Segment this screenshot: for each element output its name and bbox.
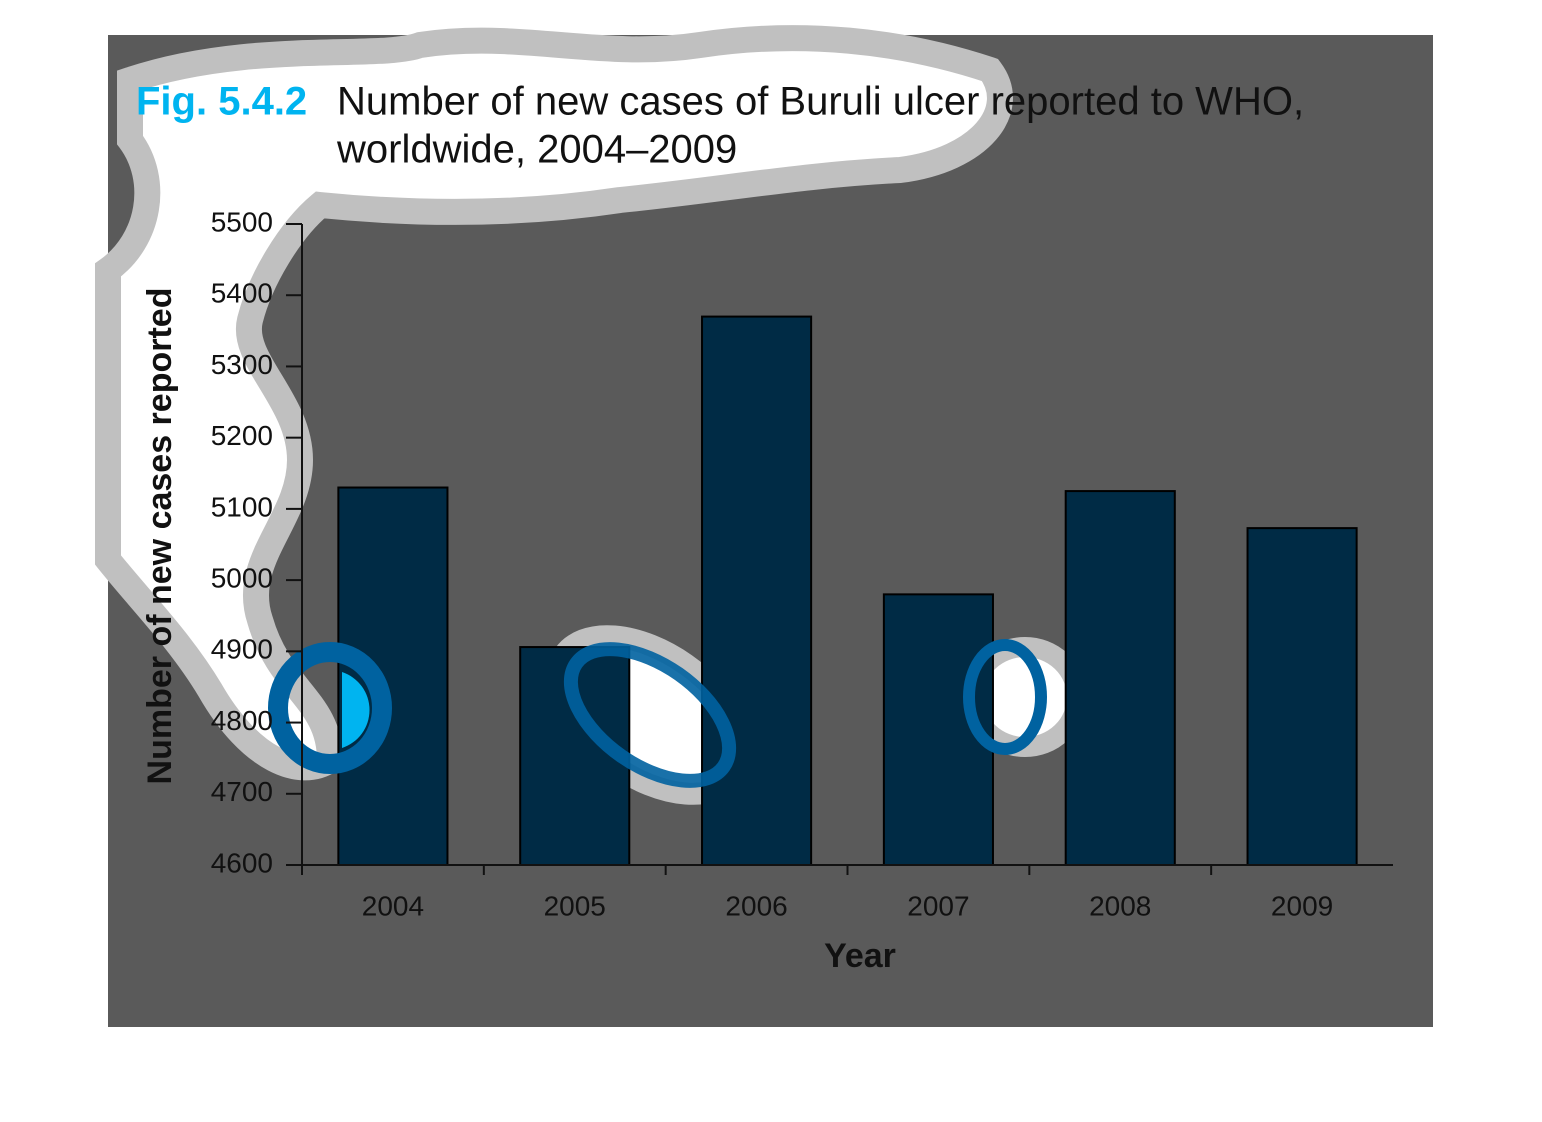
y-axis-label: Number of new cases reported — [141, 288, 179, 785]
y-tick-label: 5500 — [211, 206, 273, 237]
decor-ring — [963, 639, 1047, 755]
chart-title: Number of new cases of Buruli ulcer repo… — [337, 80, 1304, 124]
bars — [337, 315, 1358, 867]
chart-title: worldwide, 2004–2009 — [336, 128, 737, 172]
bar — [1246, 527, 1358, 866]
x-tick-label: 2005 — [544, 890, 606, 921]
x-tick-label: 2007 — [907, 890, 969, 921]
bar — [337, 486, 449, 866]
figure-label: Fig. 5.4.2 — [136, 80, 307, 124]
x-axis-label: Year — [824, 937, 896, 975]
y-tick-label: 5100 — [211, 491, 273, 522]
x-tick-label: 2004 — [362, 890, 424, 921]
decor-ring — [563, 642, 737, 788]
decor-ring — [268, 642, 392, 774]
y-tick-label: 4600 — [211, 847, 273, 878]
y-tick-label: 5000 — [211, 563, 273, 594]
y-tick-label: 5300 — [211, 349, 273, 380]
y-tick-label: 5200 — [211, 420, 273, 451]
x-tick-label: 2009 — [1271, 890, 1333, 921]
bar — [701, 315, 813, 867]
decor-fill — [342, 672, 370, 748]
bar — [1064, 490, 1176, 866]
x-tick-label: 2006 — [725, 890, 787, 921]
y-tick-label: 5400 — [211, 278, 273, 309]
decor-blob — [95, 25, 1013, 781]
x-tick-label: 2008 — [1089, 890, 1151, 921]
y-tick-label: 4700 — [211, 776, 273, 807]
y-tick-label: 4900 — [211, 634, 273, 665]
y-tick-label: 4800 — [211, 705, 273, 736]
